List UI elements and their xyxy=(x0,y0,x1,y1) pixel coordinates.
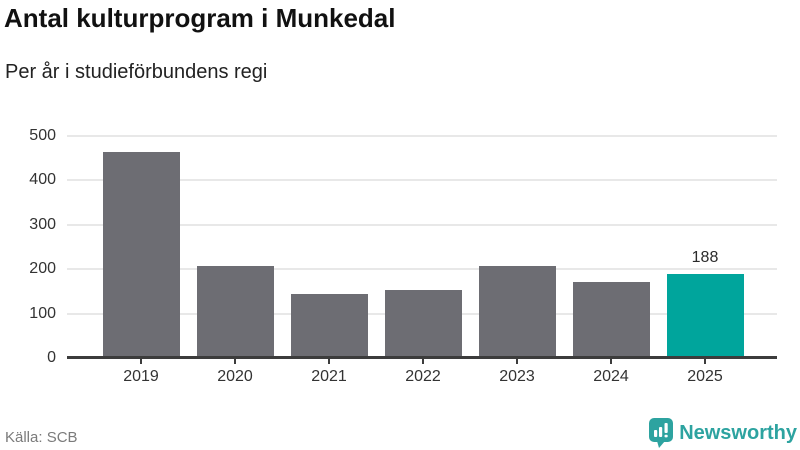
gridline-300 xyxy=(67,223,777,226)
x-tick-2020 xyxy=(234,358,236,364)
x-tick-2024 xyxy=(610,358,612,364)
x-axis-line xyxy=(67,356,777,359)
bar-2020 xyxy=(196,265,274,357)
x-tick-label-2020: 2020 xyxy=(217,368,253,385)
x-tick-2021 xyxy=(328,358,330,364)
chart-subtitle: Per år i studieförbundens regi xyxy=(5,61,268,83)
newsworthy-wordmark: Newsworthy xyxy=(679,422,797,444)
newsworthy-icon xyxy=(649,418,674,448)
gridline-500 xyxy=(67,135,777,137)
bar-2025 xyxy=(666,273,744,357)
chart-title: Antal kulturprogram i Munkedal xyxy=(4,3,396,33)
x-tick-label-2022: 2022 xyxy=(405,368,441,385)
x-tick-label-2019: 2019 xyxy=(123,368,159,385)
x-tick-2025 xyxy=(704,358,706,364)
bar-2023 xyxy=(478,265,556,357)
x-tick-label-2024: 2024 xyxy=(593,368,629,385)
y-tick-label-400: 400 xyxy=(29,171,56,189)
x-tick-label-2025: 2025 xyxy=(687,368,723,385)
source-note: Källa: SCB xyxy=(5,429,78,446)
plot-area: 188 2019 2020 2021 2022 2023 2024 2025 xyxy=(67,135,777,385)
x-tick-2022 xyxy=(422,358,424,364)
bar-2024 xyxy=(572,282,650,357)
gridline-400 xyxy=(67,179,777,182)
gridline-200 xyxy=(67,268,777,271)
y-tick-label-100: 100 xyxy=(29,304,56,322)
y-tick-label-300: 300 xyxy=(29,215,56,233)
x-tick-label-2023: 2023 xyxy=(499,368,535,385)
bar-value-label-2025: 188 xyxy=(691,248,719,266)
bar-2021 xyxy=(290,293,368,357)
x-tick-2023 xyxy=(516,358,518,364)
y-tick-label-0: 0 xyxy=(47,349,56,366)
bar-2019 xyxy=(102,151,180,357)
bar-2022 xyxy=(384,290,462,357)
y-tick-label-200: 200 xyxy=(29,260,56,278)
bar-chart: 188 2019 2020 2021 2022 2023 2024 2025 0 100 200… xyxy=(29,127,777,385)
x-tick-label-2021: 2021 xyxy=(311,368,347,385)
y-tick-label-500: 500 xyxy=(29,127,56,144)
x-tick-2019 xyxy=(140,358,142,364)
newsworthy-logo[interactable]: Newsworthy xyxy=(649,418,797,448)
